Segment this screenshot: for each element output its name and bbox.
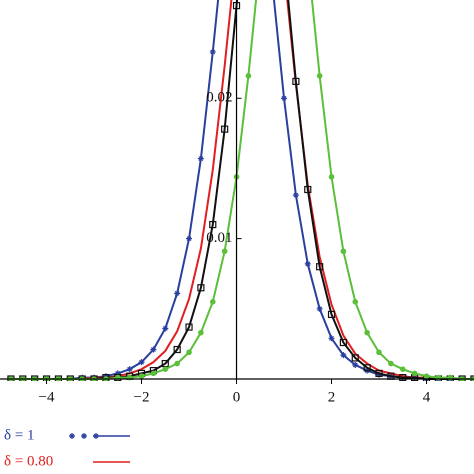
marker: [388, 360, 394, 367]
legend-marker: [93, 433, 99, 439]
marker: [316, 263, 324, 271]
marker: [364, 329, 370, 336]
marker: [126, 366, 133, 373]
marker: [352, 298, 359, 305]
marker: [245, 73, 252, 79]
marker: [328, 335, 335, 342]
marker: [185, 323, 193, 331]
legend-marker: [69, 433, 75, 439]
x-tick-label: −4: [39, 389, 55, 405]
marker: [102, 373, 109, 380]
marker: [138, 359, 145, 366]
marker: [351, 354, 359, 362]
marker: [162, 325, 169, 332]
series-line: [10, 0, 474, 380]
marker: [339, 338, 347, 347]
marker: [399, 373, 407, 381]
marker: [411, 370, 418, 377]
x-tick-label: 4: [423, 389, 431, 405]
marker: [340, 352, 347, 359]
x-tick-label: 2: [328, 389, 336, 405]
marker: [197, 155, 204, 162]
marker: [328, 174, 335, 180]
marker: [292, 77, 300, 86]
series-line: [10, 0, 474, 380]
y-tick-label: 0.02: [206, 90, 232, 106]
y-tick-label: 0.01: [206, 230, 232, 246]
marker: [197, 284, 205, 292]
marker: [304, 185, 312, 194]
marker: [114, 370, 121, 377]
marker: [209, 298, 216, 305]
marker: [292, 192, 299, 199]
marker: [281, 95, 288, 102]
marker: [150, 370, 157, 377]
marker: [375, 369, 383, 377]
series-line: [10, 0, 474, 380]
series-line: [10, 0, 474, 380]
marker: [316, 305, 323, 312]
marker: [376, 371, 383, 378]
legend-marker: [81, 433, 87, 439]
marker: [363, 364, 371, 372]
plot-area: [7, 0, 474, 381]
marker: [423, 373, 430, 379]
legend-label: δ = 1: [4, 427, 35, 443]
marker: [173, 345, 181, 354]
marker: [221, 248, 228, 255]
marker: [221, 125, 229, 133]
marker: [316, 73, 323, 79]
marker: [198, 329, 204, 336]
marker: [174, 290, 181, 297]
marker: [327, 310, 336, 319]
marker: [209, 48, 216, 55]
marker: [304, 260, 311, 267]
marker: [150, 346, 157, 353]
marker: [174, 360, 180, 367]
marker: [209, 220, 217, 229]
x-tick-label: −2: [134, 389, 150, 405]
marker: [186, 235, 193, 242]
marker: [138, 373, 145, 379]
marker: [340, 248, 347, 255]
marker: [376, 349, 382, 356]
marker: [186, 349, 192, 356]
legend-label: δ = 0.80: [4, 453, 53, 469]
marker: [162, 366, 169, 372]
marker: [399, 366, 406, 372]
marker: [352, 361, 359, 368]
x-tick-label: 0: [233, 389, 241, 405]
